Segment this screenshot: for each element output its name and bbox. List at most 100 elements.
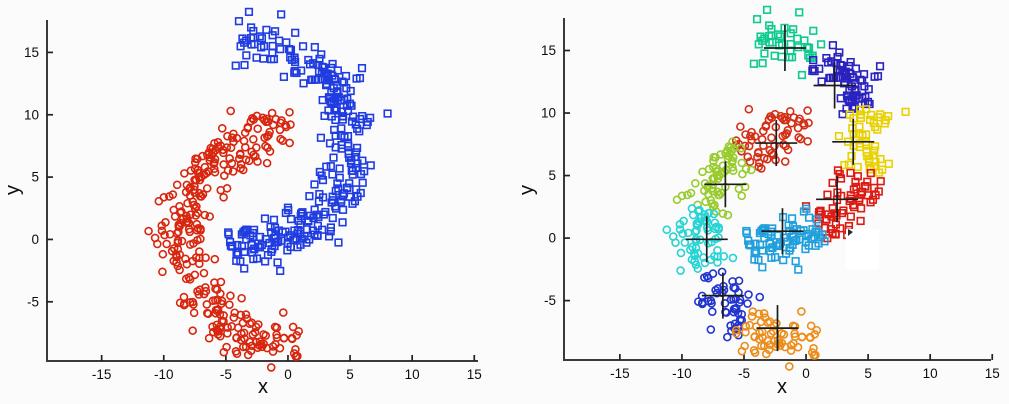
cluster-skyblue-squares: [742, 204, 829, 274]
scatter-point-square: [746, 241, 755, 250]
scatter-point-circle: [234, 154, 244, 164]
scatter-point-square: [834, 132, 844, 141]
scatter-point-circle: [275, 125, 285, 135]
scatter-point-circle: [185, 184, 194, 193]
scatter-point-circle: [179, 299, 189, 308]
scatter-point-circle: [238, 165, 248, 175]
scatter-point-square: [317, 171, 326, 180]
scatter-point-square: [863, 177, 872, 186]
scatter-point-circle: [268, 342, 278, 351]
scatter-point-square: [313, 75, 323, 84]
scatter-point-circle: [211, 305, 221, 315]
scatter-point-square: [884, 111, 893, 121]
scatter-point-square: [355, 127, 364, 136]
scatter-point-circle: [223, 323, 232, 332]
x-tick-label: -10: [154, 367, 174, 382]
scatter-point-circle: [177, 236, 187, 246]
scatter-point-circle: [185, 227, 195, 237]
x-tick-label: 15: [467, 367, 482, 382]
scatter-point-circle: [233, 323, 243, 333]
scatter-point-circle: [744, 290, 753, 299]
scatter-point-circle: [723, 154, 733, 164]
y-tick-label: 10: [541, 106, 556, 121]
scatter-point-square: [240, 264, 249, 273]
scatter-point-circle: [217, 124, 227, 133]
scatter-point-square: [856, 204, 866, 213]
scatter-point-circle: [288, 322, 298, 332]
scatter-point-square: [334, 238, 343, 247]
scatter-point-circle: [201, 253, 210, 262]
x-tick-label: -15: [92, 367, 112, 382]
scatter-point-square: [758, 263, 767, 272]
scatter-point-square: [270, 27, 280, 36]
scatter-point-circle: [240, 143, 250, 152]
scatter-point-circle: [223, 131, 232, 141]
scatter-point-circle: [692, 219, 702, 228]
scatter-point-circle: [158, 249, 168, 259]
scatter-point-square: [277, 10, 286, 19]
scatter-point-circle: [190, 185, 199, 195]
scatter-point-square: [234, 17, 244, 26]
scatter-point-circle: [727, 146, 736, 156]
x-tick-label: -5: [220, 367, 232, 382]
scatter-point-circle: [208, 148, 218, 157]
scatter-point-square: [269, 215, 279, 224]
scatter-point-square: [352, 148, 361, 157]
scatter-point-square: [352, 143, 362, 152]
scatter-point-circle: [244, 156, 254, 166]
left-y-axis-label: y: [2, 185, 24, 195]
cluster-navy-squares: [808, 41, 885, 119]
scatter-point-square: [856, 216, 865, 226]
scatter-point-circle: [737, 191, 747, 201]
scatter-point-circle: [266, 363, 276, 372]
scatter-point-circle: [762, 154, 772, 164]
scatter-point-square: [338, 112, 347, 121]
scatter-point-square: [255, 243, 265, 252]
scatter-point-square: [826, 225, 836, 234]
scatter-point-circle: [289, 349, 299, 358]
scatter-point-square: [857, 190, 866, 199]
scatter-point-circle: [691, 178, 700, 188]
scatter-point-circle: [194, 290, 204, 299]
scatter-point-square: [357, 64, 367, 73]
scatter-point-circle: [213, 330, 223, 339]
scatter-point-circle: [700, 273, 709, 282]
scatter-point-square: [224, 230, 233, 239]
scatter-point-square: [852, 182, 861, 192]
scatter-point-circle: [738, 169, 747, 179]
scatter-point-circle: [158, 267, 167, 277]
scatter-point-circle: [228, 167, 238, 176]
scatter-point-circle: [746, 131, 755, 141]
scatter-point-circle: [676, 248, 686, 258]
scatter-point-square: [341, 71, 351, 81]
scatter-point-square: [294, 216, 303, 225]
scatter-point-circle: [227, 158, 237, 168]
scatter-point-circle: [741, 327, 750, 337]
scatter-point-circle: [743, 299, 752, 308]
scatter-point-circle: [704, 273, 713, 283]
scatter-point-circle: [675, 220, 685, 229]
scatter-point-square: [779, 233, 788, 242]
scatter-point-circle: [755, 334, 764, 344]
scatter-point-square: [815, 233, 824, 242]
scatter-point-circle: [703, 226, 713, 235]
scatter-point-square: [791, 257, 800, 266]
scatter-point-circle: [251, 152, 260, 161]
scatter-point-square: [828, 41, 837, 50]
scatter-point-square: [286, 45, 295, 55]
scatter-point-square: [244, 7, 254, 16]
scatter-point-circle: [159, 192, 169, 202]
scatter-point-circle: [708, 174, 718, 183]
right-y-axis-label: y: [516, 185, 538, 195]
scatter-point-square: [284, 206, 293, 215]
scatter-point-circle: [157, 221, 167, 231]
scatter-point-circle: [711, 222, 721, 232]
scatter-point-square: [849, 200, 858, 210]
y-tick-label: 15: [541, 43, 556, 58]
scatter-point-square: [322, 162, 331, 171]
scatter-point-square: [338, 205, 348, 214]
scatter-point-circle: [759, 341, 769, 351]
scatter-point-circle: [261, 141, 270, 151]
scatter-point-circle: [267, 108, 277, 118]
scatter-point-square: [855, 122, 864, 131]
